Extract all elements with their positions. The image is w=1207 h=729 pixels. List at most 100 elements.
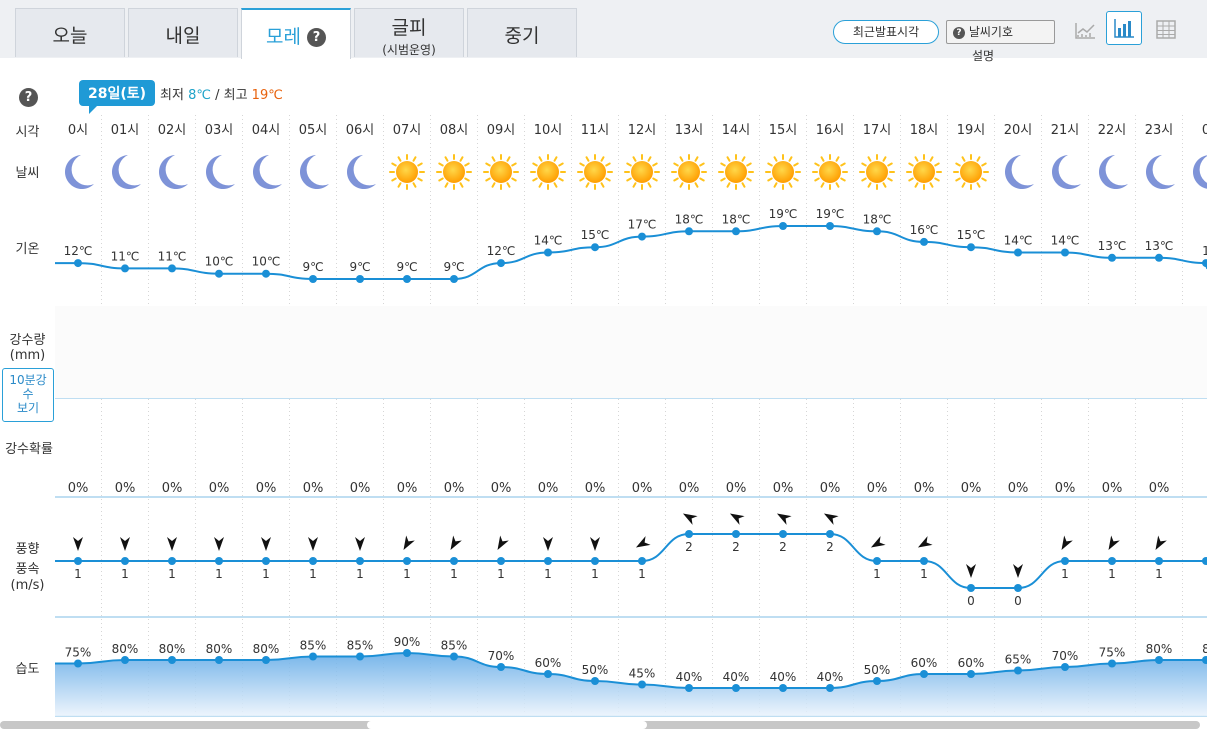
tab-today-label: 오늘 [52, 25, 88, 47]
sun-ray [746, 177, 752, 182]
tab-three-days-sub: (시범운영) [382, 43, 436, 57]
sun-disc [396, 161, 418, 183]
humidity-label: 85% [347, 639, 374, 653]
row-label-weather: 날씨 [15, 166, 40, 181]
tab-day-after-tomorrow[interactable]: 모레 ? [241, 8, 351, 59]
sun-ray [820, 156, 825, 162]
wind-arrow-head [120, 537, 130, 551]
precip-prob-label: 0% [209, 481, 230, 496]
sun-disc [584, 161, 606, 183]
humidity-label: 65% [1005, 653, 1032, 667]
date-badge: 28일(토) [79, 80, 156, 114]
row-label-wind-unit: (m/s) [10, 578, 45, 593]
hour-label: 02시 [158, 123, 187, 138]
humidity-point [215, 656, 223, 664]
wind-speed-label: 1 [591, 567, 599, 581]
bar-chart-view-button[interactable] [1106, 11, 1142, 45]
temp-point [732, 227, 740, 236]
tab-tomorrow[interactable]: 내일 [128, 8, 238, 57]
tab-mid-term[interactable]: 중기 [467, 8, 577, 57]
wind-arrow-head [261, 537, 271, 551]
sun-ray [882, 156, 887, 162]
humidity-label: 80% [1146, 642, 1173, 656]
humidity-label: 70% [1052, 649, 1079, 663]
line-chart-view-button[interactable] [1067, 12, 1103, 46]
wind-arrow-head [450, 535, 462, 551]
sun-ray [835, 156, 840, 162]
precip-prob-label: 0% [820, 481, 841, 496]
precip-prob-label: 0% [162, 481, 183, 496]
temp-point [920, 237, 928, 246]
wind-arrow-icon [543, 537, 553, 551]
sun-ray [955, 162, 961, 167]
row-label-wind-speed: 풍속 [15, 562, 40, 577]
row-label-time: 시각 [15, 125, 40, 140]
sun-disc [631, 161, 653, 183]
precip-prob-label: 0% [961, 481, 982, 496]
temp-label: 13℃ [1145, 239, 1174, 253]
sun-ray [981, 177, 987, 182]
wind-arrow-icon [73, 537, 83, 551]
tab-three-days-later[interactable]: 글피 (시범운영) [354, 8, 464, 57]
wind-arrow-head [308, 537, 318, 551]
view-10min-precip-button[interactable]: 10분강 수 보기 [2, 368, 54, 422]
humidity-label: 70% [488, 649, 515, 663]
wind-point [215, 557, 223, 565]
humidity-label: 40% [676, 670, 703, 684]
sun-ray [626, 162, 632, 167]
wind-speed-label: 1 [450, 567, 458, 581]
sun-ray [579, 162, 585, 167]
wind-point [121, 557, 129, 565]
temp-point [403, 275, 411, 283]
temp-point [450, 275, 458, 283]
sun-ray [558, 162, 564, 167]
humidity-point [403, 649, 411, 657]
temp-point [1014, 248, 1022, 257]
temp-point [591, 243, 599, 252]
weather-legend-select[interactable]: ? 날씨기호 [946, 20, 1055, 44]
humidity-point [779, 684, 787, 692]
wind-arrow-head [1013, 564, 1023, 578]
temp-line [54, 225, 1207, 280]
humidity-area [55, 653, 1207, 716]
temp-label: 18℃ [722, 212, 751, 226]
sun-disc [537, 161, 559, 183]
sun-disc [443, 161, 465, 183]
humidity-label: 85% [300, 639, 327, 653]
wind-speed-label: 1 [497, 567, 505, 581]
recent-release-button[interactable]: 최근발표시각 [833, 20, 939, 44]
sun-ray [861, 177, 867, 182]
sun-ray [397, 156, 402, 162]
scrollbar-thumb[interactable] [367, 721, 647, 729]
sun-ray [835, 182, 840, 188]
moon-icon [1145, 155, 1175, 189]
table-view-button[interactable] [1147, 12, 1183, 46]
humidity-point [356, 652, 364, 661]
sun-ray [867, 156, 872, 162]
min-label: 최저 [160, 88, 184, 103]
temp-point [1155, 253, 1163, 262]
precip-prob-label: 0% [68, 481, 89, 496]
wind-speed-label: 1 [121, 567, 129, 581]
moon-icon [1051, 155, 1081, 189]
precip-area [55, 306, 1207, 398]
moon-icon [252, 155, 282, 189]
bar-chart-icon [1114, 19, 1134, 38]
wind-speed-label: 1 [168, 567, 176, 581]
sun-ray [961, 156, 966, 162]
humidity-point [74, 659, 82, 668]
temp-label: 9℃ [396, 260, 417, 274]
wind-arrow-head [682, 513, 698, 525]
wind-point [403, 557, 411, 565]
tab-today[interactable]: 오늘 [15, 8, 125, 57]
moon-icon [299, 155, 329, 189]
sun-ray [767, 162, 773, 167]
chart-help-icon[interactable]: ? [19, 88, 38, 107]
sun-ray [532, 162, 538, 167]
wind-arrow-icon [403, 535, 415, 551]
temp-label: 14℃ [1051, 234, 1080, 248]
sun-icon [906, 154, 942, 190]
help-icon[interactable]: ? [307, 28, 326, 47]
hour-label: 10시 [534, 123, 563, 138]
